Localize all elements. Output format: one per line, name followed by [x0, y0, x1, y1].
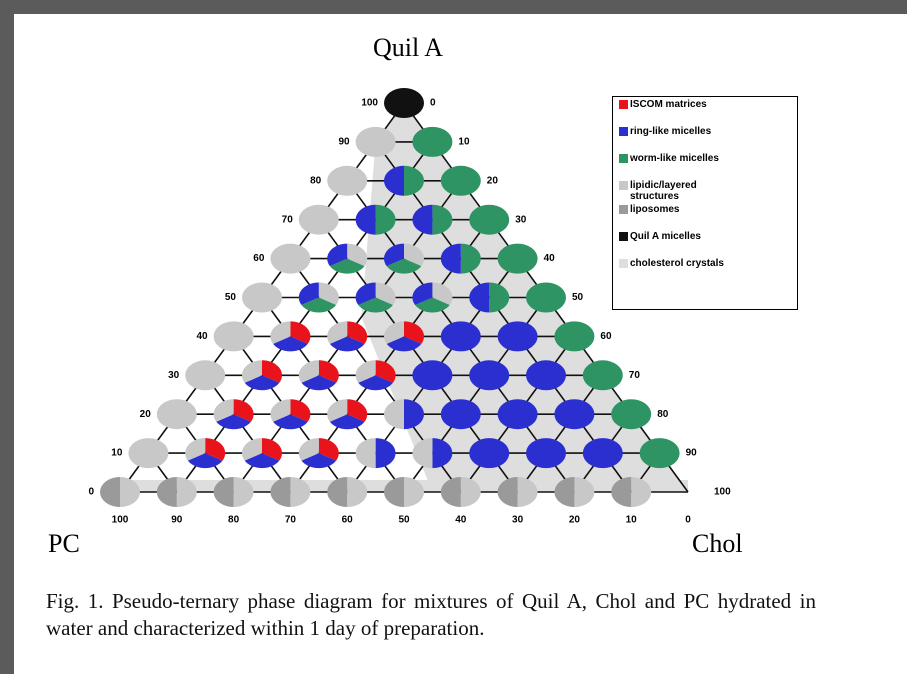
left-tick-label: 20 — [140, 409, 152, 420]
bottom-tick-label: 10 — [626, 515, 638, 526]
left-tick-label: 0 — [88, 487, 94, 498]
left-tick-label: 70 — [282, 214, 294, 225]
left-tick-label: 10 — [111, 448, 123, 459]
legend-swatch — [619, 205, 628, 214]
legend-label: ISCOM matrices — [630, 99, 707, 110]
legend-swatch — [619, 100, 628, 109]
bottom-tick-label: 20 — [569, 515, 581, 526]
legend-swatch — [619, 232, 628, 241]
phase-point — [356, 127, 396, 157]
phase-point — [128, 438, 168, 468]
legend-label: lipidic/layered structures — [630, 180, 729, 202]
right-tick-label: 40 — [544, 253, 556, 264]
phase-point — [526, 438, 566, 468]
phase-point — [554, 399, 594, 429]
caption: Fig. 1. Pseudo-ternary phase diagram for… — [46, 588, 816, 642]
phase-point — [157, 399, 197, 429]
legend-label: liposomes — [630, 204, 679, 215]
phase-point — [327, 166, 367, 196]
legend-item: liposomes — [619, 204, 729, 215]
phase-point — [270, 244, 310, 274]
left-tick-label: 100 — [361, 98, 378, 109]
right-tick-label: 20 — [487, 175, 499, 186]
legend-swatch — [619, 181, 628, 190]
right-tick-label: 0 — [430, 98, 436, 109]
bottom-tick-label: 40 — [455, 515, 467, 526]
axis-label-left: PC — [48, 529, 80, 558]
legend-label: ring-like micelles — [630, 126, 711, 137]
left-tick-label: 60 — [253, 253, 265, 264]
legend: ISCOM matrices ring-like micelles worm-lik… — [612, 96, 798, 310]
phase-slice — [356, 205, 376, 235]
phase-point — [526, 283, 566, 313]
bottom-tick-label: 90 — [171, 515, 183, 526]
right-tick-label: 100 — [714, 487, 731, 498]
phase-slice — [384, 399, 404, 429]
left-tick-label: 50 — [225, 292, 237, 303]
phase-point — [299, 205, 339, 235]
axis-label-top: Quil A — [373, 33, 443, 62]
phase-point — [441, 399, 481, 429]
legend-label: cholesterol crystals — [630, 258, 724, 269]
phase-point — [242, 283, 282, 313]
legend-swatch — [619, 259, 628, 268]
left-tick-label: 90 — [338, 137, 350, 148]
phase-point — [469, 205, 509, 235]
legend-item: lipidic/layered structures — [619, 180, 729, 202]
legend-item: ring-like micelles — [619, 126, 729, 137]
bottom-tick-label: 80 — [228, 515, 240, 526]
phase-point — [214, 321, 254, 351]
legend-item: Quil A micelles — [619, 231, 729, 242]
phase-point — [384, 88, 424, 118]
phase-point — [583, 360, 623, 390]
legend-item: cholesterol crystals — [619, 258, 729, 269]
legend-label: Quil A micelles — [630, 231, 701, 242]
bottom-tick-label: 30 — [512, 515, 524, 526]
bottom-tick-label: 100 — [112, 515, 129, 526]
legend-swatch — [619, 127, 628, 136]
phase-point — [554, 321, 594, 351]
phase-point — [185, 360, 225, 390]
right-tick-label: 80 — [657, 409, 669, 420]
bottom-tick-label: 50 — [398, 515, 410, 526]
right-tick-label: 90 — [686, 448, 698, 459]
left-tick-label: 30 — [168, 370, 180, 381]
phase-point — [498, 399, 538, 429]
bottom-tick-label: 60 — [342, 515, 354, 526]
phase-point — [441, 166, 481, 196]
phase-point — [640, 438, 680, 468]
left-tick-label: 80 — [310, 175, 322, 186]
right-tick-label: 30 — [515, 214, 527, 225]
phase-point — [583, 438, 623, 468]
phase-point — [526, 360, 566, 390]
axis-label-right: Chol — [692, 529, 743, 558]
phase-point — [469, 438, 509, 468]
right-tick-label: 60 — [600, 331, 612, 342]
phase-slice — [100, 477, 120, 507]
phase-point — [412, 127, 452, 157]
phase-point — [611, 399, 651, 429]
page-body: 1009080706050403020100010203040506070809… — [0, 0, 907, 674]
phase-slice — [376, 438, 396, 468]
phase-point — [412, 360, 452, 390]
right-tick-label: 50 — [572, 292, 584, 303]
phase-point — [498, 321, 538, 351]
legend-swatch — [619, 154, 628, 163]
bottom-tick-label: 0 — [685, 515, 691, 526]
page: Pseudo-ternary phase diagram {"figure": … — [0, 0, 907, 674]
legend-item: ISCOM matrices — [619, 99, 729, 110]
phase-point — [441, 321, 481, 351]
grid-line — [205, 375, 290, 492]
bottom-tick-label: 70 — [285, 515, 297, 526]
left-tick-label: 40 — [196, 331, 208, 342]
points — [100, 88, 680, 507]
phase-slice — [356, 438, 376, 468]
phase-point — [469, 360, 509, 390]
right-tick-label: 10 — [458, 137, 470, 148]
legend-label: worm-like micelles — [630, 153, 719, 164]
right-tick-label: 70 — [629, 370, 641, 381]
phase-point — [498, 244, 538, 274]
legend-item: worm-like micelles — [619, 153, 729, 164]
